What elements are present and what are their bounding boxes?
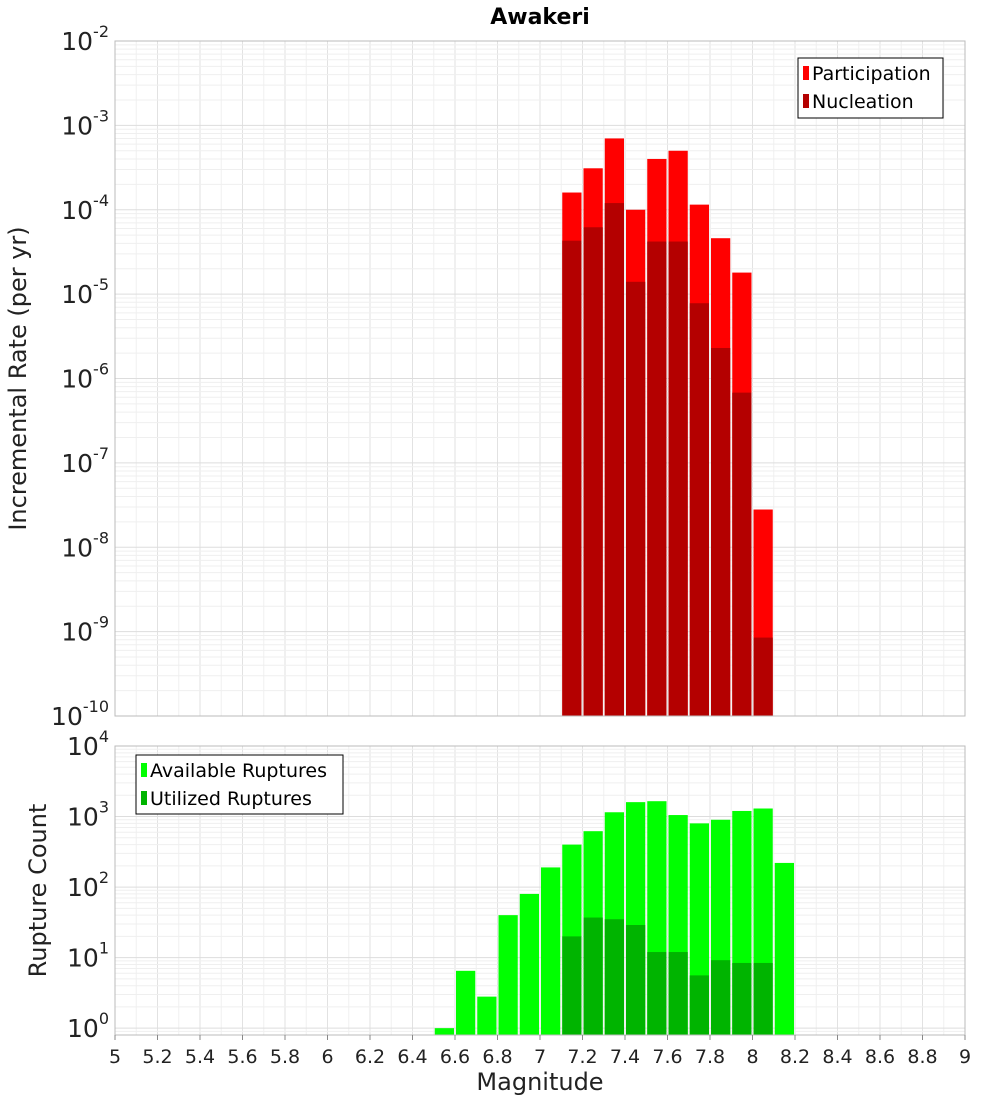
x-tick-label: 8.6	[865, 1046, 895, 1068]
y-axis-label-1: Rupture Count	[24, 804, 52, 978]
y-tick-label: 102	[67, 868, 109, 902]
x-tick-label: 7.6	[652, 1046, 682, 1068]
x-tick-label: 8	[746, 1046, 758, 1068]
x-tick-label: 8.4	[822, 1046, 852, 1068]
x-tick-label: 5.8	[270, 1046, 300, 1068]
bar	[668, 241, 688, 717]
chart-title: Awakeri	[490, 5, 590, 30]
bar	[562, 240, 582, 717]
grid-0	[114, 41, 966, 717]
y-tick-label: 10-7	[61, 444, 109, 478]
plot-border-0	[114, 40, 966, 717]
panel-1: 100 101 102 103 104 Rupture Count Available Ru…	[24, 727, 966, 1043]
bar	[668, 952, 688, 1035]
legend-swatch	[803, 94, 809, 108]
x-tick-label: 6.2	[355, 1046, 385, 1068]
x-tick-label: 5.6	[227, 1046, 257, 1068]
x-tick-label: 7	[534, 1046, 546, 1068]
bar	[753, 637, 773, 716]
y-tick-label: 10-4	[61, 191, 109, 225]
bar	[604, 203, 624, 716]
series-0-1	[562, 203, 773, 717]
bar	[732, 962, 752, 1035]
x-tick-label: 6	[321, 1046, 333, 1068]
legend-swatch	[803, 66, 809, 80]
bar	[541, 867, 561, 1035]
legend-label: Utilized Ruptures	[150, 788, 312, 810]
x-axis-label: Magnitude	[476, 1068, 603, 1096]
bar	[583, 227, 603, 716]
bar	[562, 936, 582, 1035]
x-tick-label: 5.4	[185, 1046, 215, 1068]
legend-swatch	[141, 791, 147, 805]
bar	[519, 893, 539, 1035]
legend-swatch	[141, 763, 147, 777]
x-tick-label: 6.4	[397, 1046, 427, 1068]
y-tick-label: 10-3	[61, 106, 109, 140]
x-tick-label: 6.8	[482, 1046, 512, 1068]
bar	[774, 862, 794, 1035]
y-tick-label: 10-8	[61, 528, 109, 562]
y-tick-label: 10-6	[61, 360, 109, 394]
x-tick-label: 6.6	[440, 1046, 470, 1068]
legend-label: Nucleation	[812, 91, 914, 113]
y-tick-label: 101	[67, 939, 109, 973]
x-tick-label: 7.2	[567, 1046, 597, 1068]
bar	[626, 925, 646, 1035]
legend-0: Participation Nucleation	[797, 57, 944, 119]
legend-1: Available Ruptures Utilized Ruptures	[135, 754, 344, 815]
series-1-1	[562, 917, 773, 1035]
bar	[711, 347, 731, 716]
bar	[583, 917, 603, 1035]
y-tick-label: 104	[67, 727, 109, 761]
x-tick-label: 5	[109, 1046, 121, 1068]
bar	[647, 241, 667, 717]
bar	[434, 1028, 454, 1035]
y-tick-label: 10-10	[51, 697, 109, 731]
legend-label: Available Ruptures	[150, 760, 327, 782]
bar	[604, 919, 624, 1035]
bar	[647, 952, 667, 1035]
bar	[711, 960, 731, 1035]
bar	[456, 970, 476, 1035]
grid-1	[114, 746, 966, 1036]
bar	[477, 996, 497, 1035]
y-tick-label: 100	[67, 1009, 109, 1043]
legend-label: Participation	[812, 63, 931, 85]
y-tick-label: 10-2	[61, 22, 109, 56]
bar	[689, 975, 709, 1035]
legend-box-0	[797, 57, 944, 119]
x-tick-label: 9	[959, 1046, 971, 1068]
bar	[626, 281, 646, 716]
bar	[498, 915, 518, 1035]
x-tick-label: 5.2	[142, 1046, 172, 1068]
bar	[732, 392, 752, 716]
x-tick-label: 8.8	[907, 1046, 937, 1068]
x-tick-label: 7.4	[610, 1046, 640, 1068]
bar	[753, 962, 773, 1035]
x-tick-label: 8.2	[780, 1046, 810, 1068]
legend-box-1	[135, 754, 344, 815]
y-tick-label: 10-5	[61, 275, 109, 309]
y-tick-label: 103	[67, 798, 109, 832]
y-axis-label-0: Incremental Rate (per yr)	[4, 226, 32, 530]
x-tick-label: 7.8	[695, 1046, 725, 1068]
y-tick-label: 10-9	[61, 613, 109, 647]
bar	[689, 303, 709, 716]
panel-0: 10-10 10-9 10-8 10-7 10-6 10-5 10-4 10-3 10-2 Inc…	[4, 22, 966, 731]
